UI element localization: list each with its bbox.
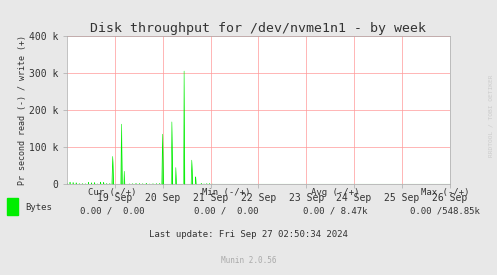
Title: Disk throughput for /dev/nvme1n1 - by week: Disk throughput for /dev/nvme1n1 - by we… — [90, 21, 426, 35]
Text: 0.00 /  0.00: 0.00 / 0.00 — [80, 207, 144, 216]
Text: 0.00 /  0.00: 0.00 / 0.00 — [194, 207, 258, 216]
Y-axis label: Pr second read (-) / write (+): Pr second read (-) / write (+) — [18, 35, 27, 185]
Text: Cur (-/+): Cur (-/+) — [87, 188, 136, 197]
Text: Bytes: Bytes — [25, 203, 52, 212]
Text: 0.00 / 8.47k: 0.00 / 8.47k — [303, 207, 368, 216]
Text: 0.00 /548.85k: 0.00 /548.85k — [410, 207, 480, 216]
Text: RRDTOOL / TOBI OETIKER: RRDTOOL / TOBI OETIKER — [489, 74, 494, 157]
Text: Munin 2.0.56: Munin 2.0.56 — [221, 256, 276, 265]
Text: Max (-/+): Max (-/+) — [420, 188, 469, 197]
Bar — [7, 198, 18, 215]
Text: Avg (-/+): Avg (-/+) — [311, 188, 360, 197]
Text: Last update: Fri Sep 27 02:50:34 2024: Last update: Fri Sep 27 02:50:34 2024 — [149, 230, 348, 240]
Text: Min (-/+): Min (-/+) — [202, 188, 250, 197]
